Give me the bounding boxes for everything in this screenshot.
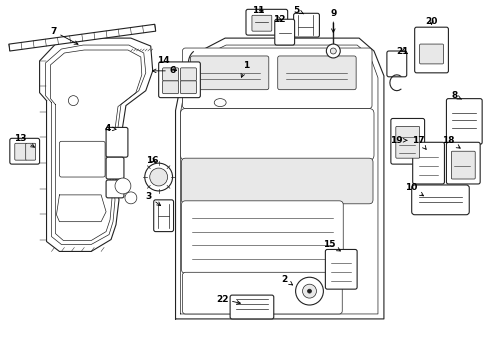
FancyBboxPatch shape <box>180 109 373 160</box>
FancyBboxPatch shape <box>60 141 105 177</box>
FancyBboxPatch shape <box>446 142 479 184</box>
Text: 16: 16 <box>146 156 159 165</box>
Text: 1: 1 <box>241 62 248 77</box>
FancyBboxPatch shape <box>414 27 447 73</box>
Text: 22: 22 <box>216 294 240 304</box>
FancyBboxPatch shape <box>251 15 271 31</box>
FancyBboxPatch shape <box>274 19 294 45</box>
FancyBboxPatch shape <box>182 272 342 314</box>
Text: 6: 6 <box>152 66 175 75</box>
FancyBboxPatch shape <box>411 185 468 215</box>
FancyBboxPatch shape <box>106 127 128 157</box>
FancyBboxPatch shape <box>450 151 474 179</box>
FancyBboxPatch shape <box>181 158 372 204</box>
FancyBboxPatch shape <box>230 295 273 319</box>
Text: 3: 3 <box>145 192 161 206</box>
FancyBboxPatch shape <box>293 13 319 37</box>
Circle shape <box>124 192 137 204</box>
Text: 2: 2 <box>281 275 292 285</box>
FancyBboxPatch shape <box>419 44 443 64</box>
FancyBboxPatch shape <box>386 51 406 77</box>
Text: 4: 4 <box>104 124 116 133</box>
FancyBboxPatch shape <box>180 81 196 94</box>
Text: 14: 14 <box>157 57 176 71</box>
Text: 9: 9 <box>329 9 336 32</box>
Text: 18: 18 <box>441 136 459 148</box>
FancyBboxPatch shape <box>390 118 424 164</box>
FancyBboxPatch shape <box>190 56 268 90</box>
Text: 8: 8 <box>450 91 461 100</box>
FancyBboxPatch shape <box>163 81 178 94</box>
FancyBboxPatch shape <box>26 143 36 160</box>
FancyBboxPatch shape <box>181 201 343 273</box>
Circle shape <box>325 44 340 58</box>
Polygon shape <box>9 24 155 51</box>
FancyBboxPatch shape <box>245 9 287 35</box>
FancyBboxPatch shape <box>106 157 123 179</box>
FancyBboxPatch shape <box>163 68 178 81</box>
FancyBboxPatch shape <box>182 48 371 109</box>
Text: 5: 5 <box>293 6 303 15</box>
Text: 7: 7 <box>50 27 78 44</box>
FancyBboxPatch shape <box>180 68 196 81</box>
FancyBboxPatch shape <box>325 249 356 289</box>
Circle shape <box>68 96 78 105</box>
Circle shape <box>302 284 316 298</box>
FancyBboxPatch shape <box>395 126 419 158</box>
Text: 13: 13 <box>15 134 35 147</box>
Text: 20: 20 <box>425 17 437 26</box>
Text: 17: 17 <box>411 136 426 149</box>
Circle shape <box>330 48 336 54</box>
FancyBboxPatch shape <box>446 99 481 144</box>
FancyBboxPatch shape <box>15 143 27 160</box>
FancyBboxPatch shape <box>158 62 200 98</box>
Circle shape <box>144 163 172 191</box>
Text: 21: 21 <box>396 46 408 55</box>
FancyBboxPatch shape <box>10 138 40 164</box>
Text: 12: 12 <box>273 15 285 24</box>
Circle shape <box>115 178 131 194</box>
Circle shape <box>295 277 323 305</box>
Text: 11: 11 <box>251 6 264 15</box>
Text: 19: 19 <box>390 136 407 145</box>
FancyBboxPatch shape <box>412 142 444 184</box>
Text: 10: 10 <box>405 184 423 196</box>
Circle shape <box>307 289 311 293</box>
FancyBboxPatch shape <box>277 56 355 90</box>
Ellipse shape <box>214 99 225 107</box>
FancyBboxPatch shape <box>106 180 123 198</box>
Circle shape <box>149 168 167 186</box>
FancyBboxPatch shape <box>153 200 173 231</box>
Text: 15: 15 <box>323 240 340 251</box>
